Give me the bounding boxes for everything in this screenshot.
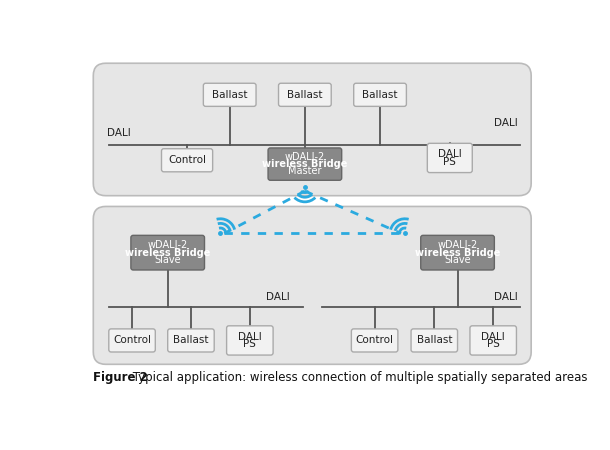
- FancyBboxPatch shape: [411, 329, 458, 352]
- Text: DALI: DALI: [266, 292, 290, 302]
- FancyBboxPatch shape: [162, 148, 213, 172]
- Text: PS: PS: [487, 339, 500, 349]
- Text: wDALI-2: wDALI-2: [148, 240, 188, 250]
- FancyBboxPatch shape: [421, 235, 494, 270]
- FancyBboxPatch shape: [428, 143, 472, 173]
- Text: PS: PS: [243, 339, 256, 349]
- Text: Control: Control: [113, 335, 151, 346]
- Text: Ballast: Ballast: [212, 90, 248, 100]
- Text: Slave: Slave: [444, 255, 471, 265]
- Text: Control: Control: [356, 335, 393, 346]
- Text: DALI: DALI: [494, 118, 518, 128]
- FancyBboxPatch shape: [203, 83, 256, 106]
- Text: Figure 2: Figure 2: [93, 371, 148, 384]
- Text: DALI: DALI: [438, 149, 462, 159]
- FancyBboxPatch shape: [279, 83, 331, 106]
- Text: wDALI-2: wDALI-2: [437, 240, 478, 250]
- FancyBboxPatch shape: [131, 235, 204, 270]
- Text: wDALI-2: wDALI-2: [285, 152, 325, 162]
- FancyBboxPatch shape: [109, 329, 156, 352]
- Text: DALI: DALI: [238, 332, 262, 342]
- Text: Control: Control: [168, 155, 206, 165]
- Text: wireless Bridge: wireless Bridge: [262, 159, 348, 169]
- Text: Ballast: Ballast: [287, 90, 323, 100]
- Text: PS: PS: [443, 157, 456, 167]
- FancyBboxPatch shape: [354, 83, 406, 106]
- Text: DALI: DALI: [107, 127, 131, 138]
- Text: Ballast: Ballast: [173, 335, 209, 346]
- FancyBboxPatch shape: [168, 329, 214, 352]
- Text: DALI: DALI: [481, 332, 505, 342]
- Text: Ballast: Ballast: [417, 335, 452, 346]
- Text: Master: Master: [288, 166, 321, 176]
- Text: Typical application: wireless connection of multiple spatially separated areas: Typical application: wireless connection…: [129, 371, 587, 384]
- FancyBboxPatch shape: [93, 63, 531, 196]
- Text: wireless Bridge: wireless Bridge: [415, 248, 500, 258]
- Text: DALI: DALI: [494, 292, 518, 302]
- FancyBboxPatch shape: [226, 326, 273, 355]
- Text: Slave: Slave: [154, 255, 181, 265]
- Text: Ballast: Ballast: [362, 90, 398, 100]
- Text: wireless Bridge: wireless Bridge: [125, 248, 210, 258]
- FancyBboxPatch shape: [351, 329, 398, 352]
- FancyBboxPatch shape: [470, 326, 517, 355]
- FancyBboxPatch shape: [93, 207, 531, 364]
- FancyBboxPatch shape: [268, 148, 342, 180]
